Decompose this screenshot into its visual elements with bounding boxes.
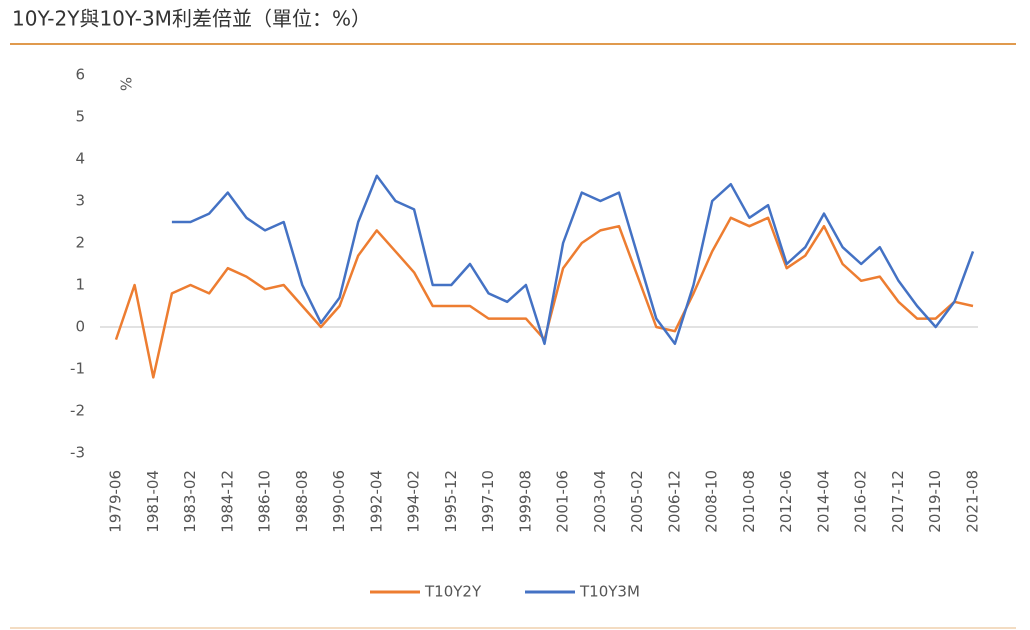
x-tick-label: 1981-04 bbox=[144, 470, 162, 533]
x-tick-label: 2014-04 bbox=[814, 470, 832, 533]
legend-label: T10Y3M bbox=[579, 583, 640, 601]
x-tick-label: 2008-10 bbox=[703, 470, 721, 533]
x-tick-label: 2005-02 bbox=[628, 470, 646, 533]
y-tick-label: 6 bbox=[75, 66, 85, 84]
y-tick-label: 0 bbox=[75, 318, 85, 336]
x-tick-label: 2006-12 bbox=[665, 470, 683, 533]
y-tick-label: 4 bbox=[75, 150, 85, 168]
x-tick-label: 2010-08 bbox=[740, 470, 758, 533]
x-tick-label: 2012-06 bbox=[777, 470, 795, 533]
x-tick-label: 1997-10 bbox=[479, 470, 497, 533]
y-tick-label: -1 bbox=[70, 360, 85, 378]
x-tick-label: 1983-02 bbox=[181, 470, 199, 533]
y-tick-label: -2 bbox=[70, 402, 85, 420]
x-tick-label: 1992-04 bbox=[367, 470, 385, 533]
y-tick-label: 3 bbox=[75, 192, 85, 210]
x-tick-label: 1979-06 bbox=[107, 470, 125, 533]
y-tick-label: 1 bbox=[75, 276, 85, 294]
y-tick-label: 5 bbox=[75, 108, 85, 126]
y-unit-label: % bbox=[117, 77, 135, 91]
x-tick-label: 2017-12 bbox=[889, 470, 907, 533]
x-tick-label: 2003-04 bbox=[591, 470, 609, 533]
x-tick-label: 2016-02 bbox=[852, 470, 870, 533]
x-tick-label: 1986-10 bbox=[256, 470, 274, 533]
x-tick-label: 1994-02 bbox=[405, 470, 423, 533]
x-tick-label: 1990-06 bbox=[330, 470, 348, 533]
x-tick-label: 1988-08 bbox=[293, 470, 311, 533]
series-line bbox=[114, 216, 974, 379]
x-tick-label: 2021-08 bbox=[964, 470, 982, 533]
x-tick-label: 1984-12 bbox=[218, 470, 236, 533]
x-tick-label: 1995-12 bbox=[442, 470, 460, 533]
x-tick-label: 1999-08 bbox=[516, 470, 534, 533]
chart-title: 10Y-2Y與10Y-3M利差倍並（單位：%） bbox=[12, 7, 371, 31]
x-tick-label: 2001-06 bbox=[554, 470, 572, 533]
legend-label: T10Y2Y bbox=[424, 583, 482, 601]
y-tick-label: 2 bbox=[75, 234, 85, 252]
y-tick-label: -3 bbox=[70, 444, 85, 462]
series-line bbox=[171, 174, 975, 346]
x-tick-label: 2019-10 bbox=[926, 470, 944, 533]
